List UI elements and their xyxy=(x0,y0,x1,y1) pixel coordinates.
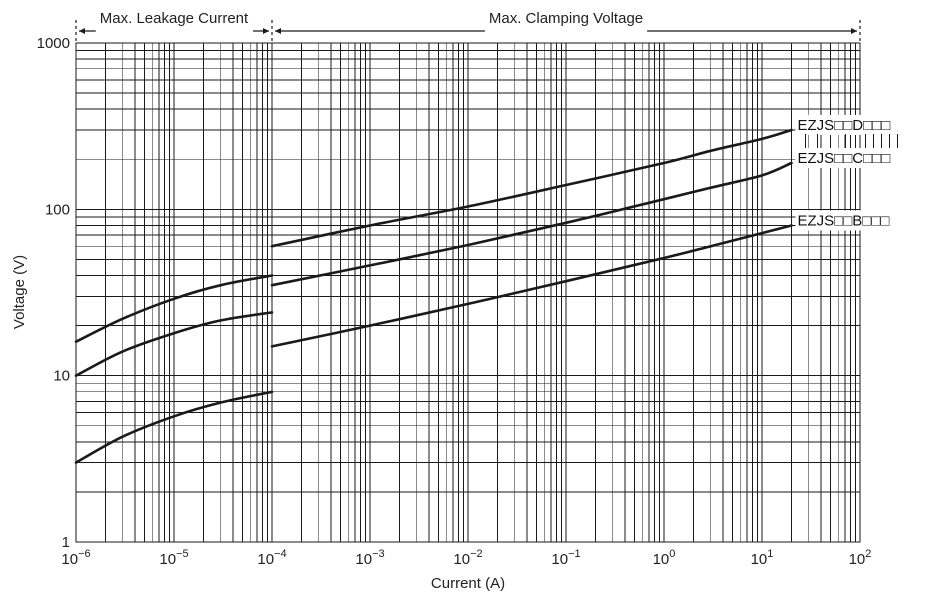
series-line xyxy=(272,163,792,285)
x-tick-base: 10 xyxy=(849,551,866,568)
range-annotations: Max. Leakage Current Max. Clamping Voltag… xyxy=(76,10,860,43)
series-label: EZJS□□C□□□ xyxy=(798,150,891,167)
series-group: EZJS□□D□□□ EZJS□□C□□□ EZJS□□B□□□ xyxy=(76,115,937,463)
range-label-gap xyxy=(485,29,647,33)
series-label: EZJS□□D□□□ xyxy=(798,117,891,134)
range-arrow-left xyxy=(275,28,281,34)
x-tick-base: 10 xyxy=(653,551,670,568)
x-tick-exponent: 1 xyxy=(767,548,773,560)
x-tick-label: 10−3 xyxy=(355,548,384,568)
range-label-gap xyxy=(96,29,253,33)
range-label: Max. Leakage Current xyxy=(100,10,249,27)
x-tick-label: 10−1 xyxy=(551,548,580,568)
x-tick-label: 100 xyxy=(653,548,676,568)
x-tick-base: 10 xyxy=(159,551,176,568)
y-axis-label: Voltage (V) xyxy=(11,255,28,329)
y-tick-label: 10 xyxy=(53,368,70,385)
range-label: Max. Clamping Voltage xyxy=(489,10,643,27)
x-tick-base: 10 xyxy=(751,551,768,568)
y-tick-labels: 1 10 100 1000 xyxy=(37,35,70,551)
y-tick-label: 1000 xyxy=(37,35,70,52)
range-arrow-right xyxy=(263,28,269,34)
y-tick-label: 1 xyxy=(62,534,70,551)
x-tick-exponent: −6 xyxy=(78,548,91,560)
x-tick-label: 10−2 xyxy=(453,548,482,568)
x-tick-label: 10−4 xyxy=(257,548,286,568)
series-line xyxy=(272,226,792,347)
series-label: EZJS□□B□□□ xyxy=(798,212,890,229)
x-tick-base: 10 xyxy=(61,551,78,568)
x-tick-labels: 10−6 10−5 10−4 10−3 10−2 10−1 100 101 102 xyxy=(61,548,871,568)
x-tick-exponent: −1 xyxy=(568,548,581,560)
range-arrow-right xyxy=(851,28,857,34)
x-tick-label: 101 xyxy=(751,548,774,568)
x-tick-label: 10−5 xyxy=(159,548,188,568)
x-tick-exponent: 0 xyxy=(669,548,675,560)
x-axis-label: Current (A) xyxy=(431,575,505,592)
x-tick-base: 10 xyxy=(257,551,274,568)
x-tick-exponent: −3 xyxy=(372,548,385,560)
x-tick-exponent: 2 xyxy=(865,548,871,560)
x-tick-exponent: −2 xyxy=(470,548,483,560)
x-tick-base: 10 xyxy=(355,551,372,568)
x-tick-exponent: −5 xyxy=(176,548,189,560)
x-tick-label: 10−6 xyxy=(61,548,90,568)
x-tick-exponent: −4 xyxy=(274,548,287,560)
x-tick-label: 102 xyxy=(849,548,872,568)
y-tick-label: 100 xyxy=(45,201,70,218)
x-tick-base: 10 xyxy=(453,551,470,568)
x-tick-base: 10 xyxy=(551,551,568,568)
range-arrow-left xyxy=(79,28,85,34)
